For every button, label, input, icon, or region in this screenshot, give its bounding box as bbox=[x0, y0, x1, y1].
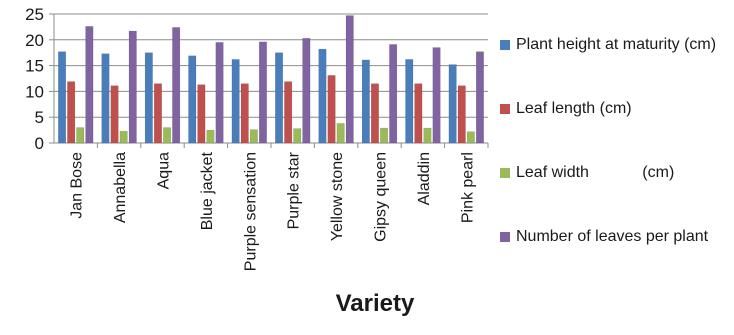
x-axis-title: Variety bbox=[335, 290, 415, 317]
y-tick-label: 5 bbox=[35, 108, 44, 127]
y-tick-label: 20 bbox=[25, 31, 44, 50]
legend-swatch bbox=[500, 104, 510, 114]
bar bbox=[380, 127, 389, 144]
legend-item: Number of leaves per plant bbox=[500, 226, 708, 248]
legend-label: Leaf width (cm) bbox=[516, 164, 675, 181]
bar bbox=[405, 59, 414, 144]
x-tick-label: Jan Bose bbox=[69, 152, 86, 219]
bar bbox=[466, 131, 475, 144]
bar bbox=[197, 84, 206, 144]
bar bbox=[206, 129, 215, 144]
legend-item: Leaf width (cm) bbox=[500, 162, 674, 184]
legend-swatch bbox=[500, 168, 510, 178]
bar bbox=[85, 26, 94, 144]
bar bbox=[58, 51, 67, 144]
y-tick-label: 15 bbox=[25, 57, 44, 76]
legend-swatch bbox=[500, 40, 510, 50]
legend-item: Plant height at maturity (cm) bbox=[500, 34, 716, 56]
bar bbox=[284, 81, 293, 144]
x-tick-label: Annabella bbox=[112, 152, 129, 223]
bar bbox=[240, 83, 249, 144]
legend-label: Plant height at maturity (cm) bbox=[516, 36, 717, 53]
bar bbox=[76, 127, 85, 144]
bar bbox=[423, 127, 432, 144]
bar bbox=[128, 30, 137, 144]
bar bbox=[361, 59, 370, 144]
bar bbox=[345, 15, 354, 144]
bar bbox=[67, 81, 76, 144]
y-tick-label: 10 bbox=[25, 82, 44, 101]
x-tick-label: Aladdin bbox=[416, 152, 433, 205]
bar bbox=[275, 52, 284, 144]
bar bbox=[370, 83, 379, 144]
bar bbox=[110, 85, 119, 144]
x-tick-label: Purple star bbox=[286, 151, 303, 229]
x-tick-label: Yellow stone bbox=[329, 152, 346, 241]
bar bbox=[457, 85, 466, 144]
x-tick-label: Pink pearl bbox=[459, 152, 476, 223]
legend-item: Leaf length (cm) bbox=[500, 98, 632, 120]
x-tick-label: Purple sensation bbox=[242, 152, 259, 271]
bar bbox=[302, 38, 311, 144]
bar bbox=[172, 27, 181, 144]
bar bbox=[153, 83, 162, 144]
bar bbox=[448, 64, 457, 144]
x-tick-label: Blue jacket bbox=[199, 151, 216, 230]
bar bbox=[163, 127, 172, 144]
bar bbox=[231, 59, 240, 144]
bar bbox=[432, 47, 441, 144]
bar bbox=[389, 44, 398, 144]
bar bbox=[327, 75, 336, 144]
bar bbox=[249, 129, 258, 144]
legend-label: Leaf length (cm) bbox=[516, 100, 632, 117]
bar bbox=[475, 51, 484, 144]
bar bbox=[293, 128, 302, 144]
legend-label: Number of leaves per plant bbox=[516, 228, 709, 245]
x-tick-label: Aqua bbox=[156, 152, 173, 189]
x-tick-label: Gipsy queen bbox=[373, 152, 390, 242]
y-tick-label: 25 bbox=[25, 5, 44, 24]
bar bbox=[258, 41, 267, 144]
legend-swatch bbox=[500, 232, 510, 242]
bar bbox=[188, 55, 197, 144]
bar bbox=[336, 123, 345, 144]
bar bbox=[414, 83, 423, 144]
y-tick-label: 0 bbox=[35, 134, 44, 153]
bar bbox=[215, 42, 224, 144]
bar bbox=[101, 53, 110, 144]
bar bbox=[318, 48, 327, 144]
bar bbox=[119, 130, 128, 144]
bar bbox=[144, 52, 153, 144]
